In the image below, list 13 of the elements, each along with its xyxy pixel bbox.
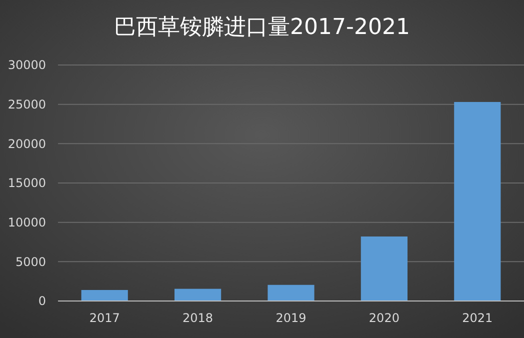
x-tick-label: 2017 bbox=[89, 311, 120, 325]
y-tick-label: 0 bbox=[38, 294, 46, 308]
y-tick-label: 25000 bbox=[8, 98, 46, 112]
x-tick-label: 2018 bbox=[182, 311, 214, 325]
x-tick-label: 2021 bbox=[462, 311, 493, 325]
y-tick-label: 15000 bbox=[8, 176, 46, 190]
y-tick-label: 10000 bbox=[8, 216, 46, 230]
x-tick-label: 2020 bbox=[368, 311, 400, 325]
y-tick-label: 5000 bbox=[15, 254, 46, 269]
y-tick-label: 20000 bbox=[8, 136, 46, 151]
y-tick-label: 30000 bbox=[8, 58, 46, 72]
chart-title: 巴西草铵膦进口量2017-2021 bbox=[114, 15, 410, 40]
x-tick-label: 2019 bbox=[276, 311, 306, 325]
